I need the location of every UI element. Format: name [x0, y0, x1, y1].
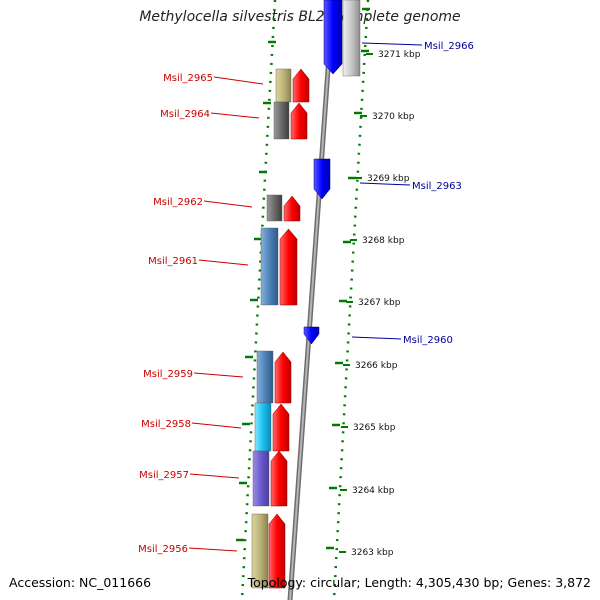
category-box-msil-2964	[273, 101, 290, 140]
gene-arrow-msil-2958	[272, 403, 290, 452]
gene-label: Msil_2958	[141, 419, 191, 430]
gene-label: Msil_2966	[424, 41, 474, 52]
gene-label: Msil_2960	[403, 335, 453, 346]
scale-label: 3269 kbp	[367, 174, 410, 184]
scale-label: 3271 kbp	[378, 50, 421, 60]
scale-label: 3270 kbp	[372, 112, 415, 122]
accession-label: Accession: NC_011666	[9, 575, 152, 590]
scale-label: 3264 kbp	[352, 486, 395, 496]
gene-arrow-msil-2963	[313, 158, 331, 200]
gene-label: Msil_2963	[412, 181, 462, 192]
category-box-msil-2957	[252, 450, 270, 507]
label-leader-line	[188, 547, 238, 552]
label-leader-line	[203, 200, 253, 208]
category-box-msil-2966	[342, 0, 361, 77]
label-leader-line	[210, 112, 260, 119]
label-leader-line	[191, 422, 242, 429]
scale-label: 3266 kbp	[355, 361, 398, 371]
label-leader-line	[359, 182, 411, 186]
scale-labels: 3271 kbp 3270 kbp 3269 kbp 3268 kbp 3267 kbp…	[339, 50, 421, 558]
category-box-msil-2961	[260, 227, 279, 306]
gene-arrow-msil-2957	[270, 450, 288, 507]
label-leader-line	[193, 372, 244, 378]
tick-marks	[236, 7, 370, 550]
label-leader-line	[198, 259, 249, 266]
gene-label: Msil_2961	[148, 256, 198, 267]
gene-label: Msil_2956	[138, 544, 188, 555]
genome-summary: Topology: circular; Length: 4,305,430 bp…	[247, 575, 591, 590]
gene-label: Msil_2964	[160, 109, 210, 120]
genome-backbone-highlight	[289, 0, 334, 600]
category-box-msil-2959	[256, 350, 274, 404]
gene-labels: Msil_2965 Msil_2964 Msil_2962 Msil_2961 Msil…	[138, 41, 474, 555]
gene-arrow-msil-2965	[292, 68, 310, 103]
scale-label: 3267 kbp	[358, 298, 401, 308]
gene-label: Msil_2962	[153, 197, 203, 208]
gene-label: Msil_2965	[163, 73, 213, 84]
label-leader-line	[189, 473, 240, 479]
gene-arrow-msil-2966	[323, 0, 343, 75]
category-box-msil-2956	[251, 513, 269, 589]
label-leader-line	[213, 76, 264, 85]
gene-label: Msil_2957	[139, 470, 189, 481]
gene-arrow-msil-2960	[303, 326, 320, 345]
gene-label: Msil_2959	[143, 369, 193, 380]
scale-label: 3265 kbp	[353, 423, 396, 433]
gene-arrow-msil-2961	[279, 228, 298, 306]
gene-arrow-msil-2956	[268, 513, 286, 589]
category-box-msil-2965	[275, 68, 292, 103]
label-leader-line	[351, 336, 402, 340]
genes	[251, 0, 361, 589]
label-leader-line	[361, 42, 423, 46]
scale-label: 3268 kbp	[362, 236, 405, 246]
category-box-msil-2962	[266, 194, 283, 222]
map-title: Methylocella silvestris BL2, complete ge…	[139, 9, 461, 25]
gene-arrow-msil-2964	[290, 102, 308, 140]
gene-arrow-msil-2962	[283, 195, 301, 222]
gene-arrow-msil-2959	[274, 351, 292, 404]
category-box-msil-2958	[254, 402, 272, 452]
scale-label: 3263 kbp	[351, 548, 394, 558]
